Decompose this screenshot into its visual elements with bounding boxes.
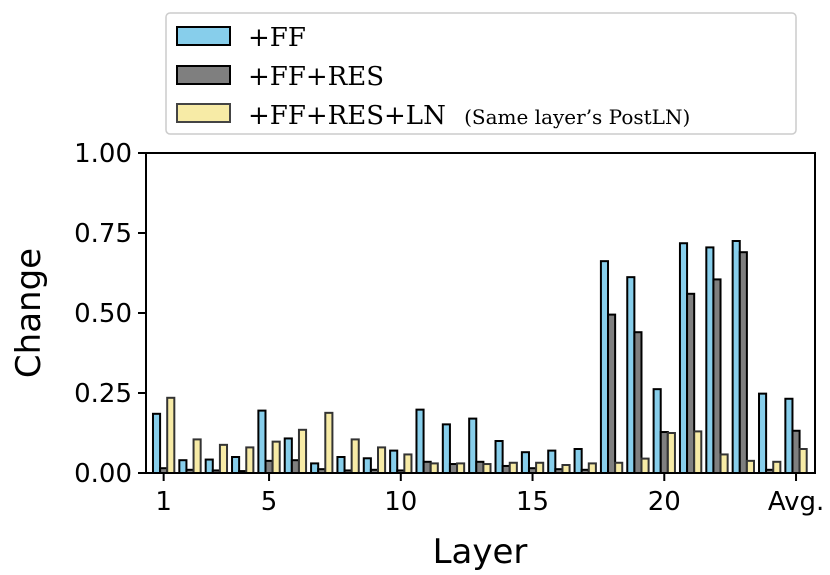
bar-ff-res-ln-8 <box>350 438 360 474</box>
bar-ff-24 <box>758 392 768 475</box>
bar-ff-15 <box>520 451 530 475</box>
legend-label-ff-res-ln-text: +FF+RES+LN <box>248 101 446 131</box>
bar-ff-res-12 <box>448 463 459 475</box>
legend-swatch-ff-res <box>176 65 231 85</box>
bar-ff-res-ln-23 <box>745 459 756 474</box>
bar-ff-16 <box>547 449 557 475</box>
legend-swatch-ff <box>176 26 231 46</box>
bar-ff-13 <box>468 417 478 475</box>
bar-ff-1 <box>151 412 162 474</box>
bar-ff-9 <box>362 457 372 474</box>
bar-ff-18 <box>599 260 610 474</box>
bar-ff-res-avg <box>791 429 801 475</box>
bar-ff-res-13 <box>475 460 485 474</box>
bar-ff-21 <box>678 242 689 474</box>
x-axis-ticks: 1 5 10 15 20 Avg. <box>155 473 824 517</box>
bar-ff-23 <box>731 240 741 474</box>
bar-ff-res-ln-24 <box>772 460 782 474</box>
bar-ff-avg <box>784 397 794 475</box>
bar-ff-4 <box>231 456 241 474</box>
legend-label-ff-text: +FF <box>248 23 306 53</box>
legend-item-ff-res-ln: +FF+RES+LN (Same layer’s PostLN) <box>176 101 690 131</box>
x-axis-title: Layer <box>433 532 528 572</box>
y-tick-label: 0.75 <box>74 219 132 249</box>
x-tick-label: Avg. <box>768 487 824 517</box>
legend-label-ff-res: +FF+RES <box>248 62 384 92</box>
bar-ff-11 <box>415 408 425 475</box>
bar-ff-res-ln-17 <box>587 462 597 474</box>
legend-item-ff: +FF <box>176 23 306 53</box>
x-tick-label: 15 <box>516 487 549 517</box>
bar-ff-res-ln-6 <box>297 428 308 474</box>
bars <box>151 240 808 475</box>
legend-label-ff-res-text: +FF+RES <box>248 62 384 92</box>
bar-ff-res-ln-18 <box>614 461 624 475</box>
legend-label-ff-res-ln: +FF+RES+LN (Same layer’s PostLN) <box>248 101 690 131</box>
bar-ff-res-19 <box>633 331 643 475</box>
bar-ff-res-ln-7 <box>324 411 334 474</box>
bar-ff-res-5 <box>264 459 274 474</box>
x-tick-label: 1 <box>155 487 172 517</box>
bar-ff-res-ln-19 <box>640 457 650 475</box>
bar-ff-res-ln-2 <box>192 438 202 474</box>
bar-ff-res-ln-1 <box>166 396 176 474</box>
bar-ff-20 <box>652 388 662 474</box>
bar-ff-res-ln-15 <box>535 461 545 475</box>
bar-ff-res-ln-avg <box>798 448 808 474</box>
y-axis-ticks: 0.00 0.25 0.50 0.75 1.00 <box>74 139 146 489</box>
bar-ff-3 <box>204 458 214 474</box>
y-tick-label: 1.00 <box>74 139 132 169</box>
bar-ff-res-ln-3 <box>218 443 229 474</box>
bar-ff-res-18 <box>607 313 617 474</box>
bar-ff-10 <box>389 449 399 475</box>
legend-frame <box>165 12 797 135</box>
bar-ff-res-ln-14 <box>508 461 518 475</box>
legend-label-ff: +FF <box>248 23 306 53</box>
y-tick-label: 0.00 <box>74 459 132 489</box>
bar-ff-res-ln-20 <box>666 432 676 474</box>
bar-ff-17 <box>573 448 583 474</box>
bar-ff-8 <box>336 456 346 474</box>
bar-ff-res-ln-11 <box>429 462 439 474</box>
plot-area: 0.000.250.500.751.00 1 5 10 15 20 Avg. <box>74 139 824 517</box>
bar-ff-res-14 <box>501 464 511 474</box>
legend-item-ff-res: +FF+RES <box>176 62 384 92</box>
y-tick-label: 0.25 <box>74 379 132 409</box>
bar-ff-res-6 <box>290 459 300 475</box>
bar-ff-res-ln-16 <box>561 464 571 474</box>
bar-ff-res-21 <box>686 292 696 474</box>
bar-ff-res-20 <box>659 431 669 475</box>
bar-ff-res-ln-5 <box>271 440 281 475</box>
legend-note-postln: (Same layer’s PostLN) <box>464 105 690 129</box>
bar-ff-res-ln-4 <box>245 446 255 474</box>
bar-ff-res-ln-10 <box>403 453 413 475</box>
y-tick-label: 0.50 <box>74 299 132 329</box>
bar-ff-res-11 <box>422 460 432 474</box>
bar-ff-res-22 <box>712 278 722 474</box>
x-tick-label: 10 <box>384 487 417 517</box>
bar-ff-22 <box>705 246 715 474</box>
bar-ff-14 <box>494 440 504 474</box>
bar-ff-19 <box>626 276 636 474</box>
bar-ff-6 <box>283 437 293 475</box>
bar-ff-res-ln-9 <box>377 446 387 474</box>
bar-ff-12 <box>441 423 451 474</box>
bar-ff-5 <box>257 409 267 475</box>
bar-ff-res-23 <box>738 251 748 474</box>
bar-ff-res-ln-12 <box>456 462 466 474</box>
y-axis-title: Change <box>9 248 49 378</box>
bar-ff-res-ln-13 <box>482 463 492 475</box>
x-tick-label: 20 <box>648 487 681 517</box>
bar-ff-res-ln-22 <box>719 453 729 475</box>
legend-swatch-ff-res-ln <box>176 103 231 123</box>
bar-ff-2 <box>178 459 188 475</box>
x-tick-label: 5 <box>261 487 278 517</box>
bar-ff-7 <box>310 462 320 474</box>
bar-ff-res-ln-21 <box>693 430 703 474</box>
legend: +FF +FF+RES +FF+RES+LN (Same layer’s Pos… <box>165 12 797 135</box>
